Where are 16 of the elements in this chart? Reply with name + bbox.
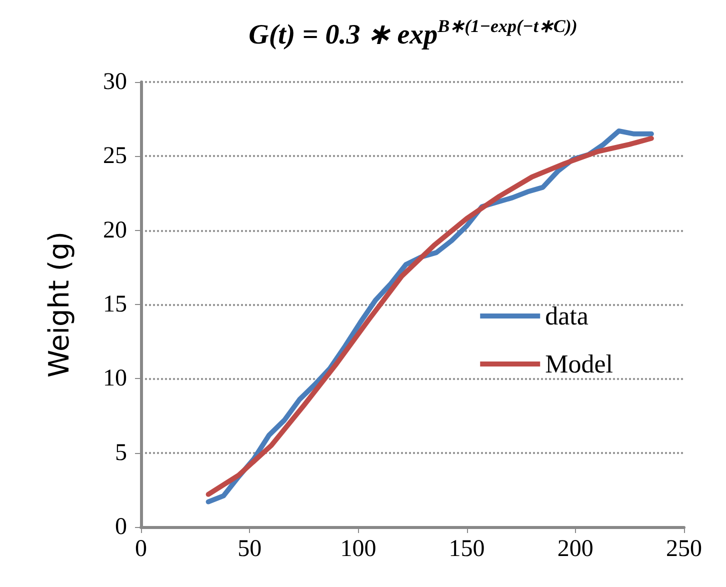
x-tick-label: 150: [448, 536, 485, 562]
y-tick-label: 10: [103, 366, 127, 392]
y-tick-label: 0: [115, 514, 127, 540]
y-tick-label: 15: [103, 292, 127, 318]
x-tick-label: 0: [135, 536, 147, 562]
y-tick-label: 25: [103, 143, 127, 170]
y-tick-label: 30: [103, 69, 127, 95]
y-tick-label: 20: [103, 217, 127, 244]
legend-label: data: [545, 302, 589, 330]
y-axis-title: Weight (g): [42, 231, 76, 378]
x-tick-label: 100: [340, 536, 376, 562]
legend-label: Model: [545, 350, 614, 378]
x-tick-label: 250: [666, 536, 702, 562]
x-tick-label: 50: [238, 536, 262, 562]
y-tick-label: 5: [115, 440, 127, 466]
x-tick-label: 200: [557, 536, 594, 562]
